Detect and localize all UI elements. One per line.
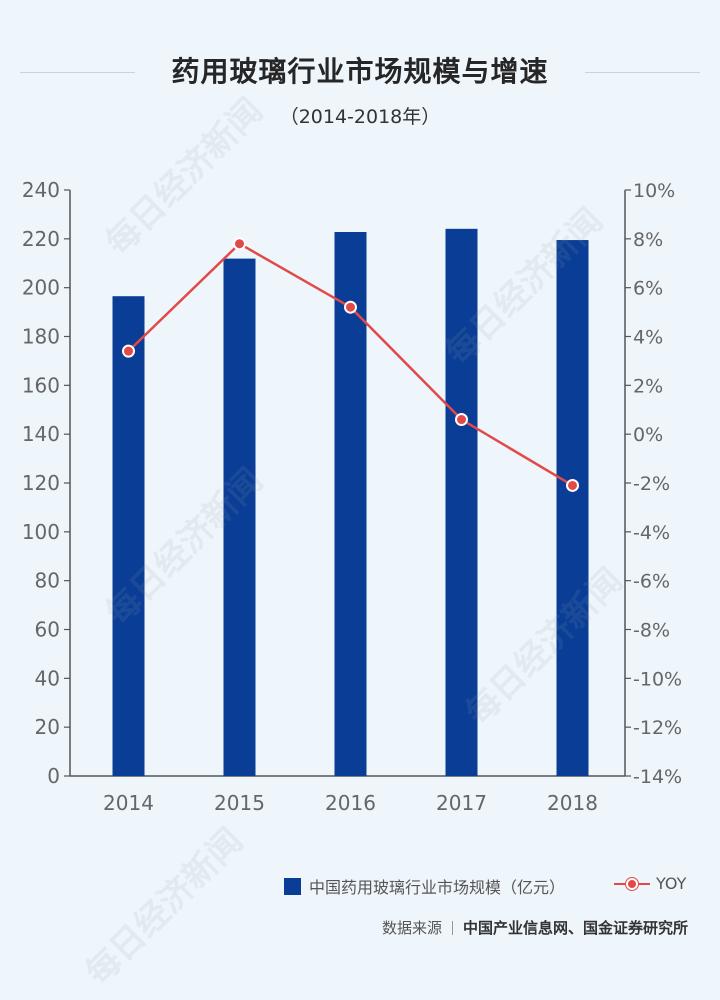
y-left-tick-label: 240 <box>22 178 60 202</box>
y-right-tick-label: 4% <box>633 327 663 349</box>
y-right-tick-label: 8% <box>633 229 663 251</box>
legend-line-label: YOY <box>656 874 687 893</box>
combo-chart: 0 20 40 60 80 100 120 140 160 180 200 220 240 -14% -12… <box>22 178 682 815</box>
x-tick-label: 2014 <box>103 791 154 815</box>
x-tick-label: 2016 <box>325 791 376 815</box>
bar-2017 <box>445 228 478 776</box>
y-right-tick-label: 2% <box>633 375 663 397</box>
y-right-tick-label: -2% <box>633 473 670 495</box>
y-right-tick-label: -6% <box>633 571 670 593</box>
y-left-tick-label: 20 <box>35 715 60 739</box>
watermark-text: 每日经济新闻 <box>78 820 251 994</box>
legend-item-line: YOY <box>614 874 686 893</box>
title-rule-right <box>585 72 700 73</box>
y-left-tick-label: 140 <box>22 422 60 446</box>
y-right-tick-label: -10% <box>633 668 682 690</box>
y-right-tick-label: 6% <box>633 278 663 300</box>
legend-item-bar: 中国药用玻璃行业市场规模（亿元） <box>284 874 565 898</box>
y-left-tick-label: 200 <box>22 276 60 300</box>
y-right-tick-label: 10% <box>633 180 675 202</box>
y-left-tick-label: 160 <box>22 373 60 397</box>
y-left-tick-label: 40 <box>35 666 60 690</box>
legend-bar-label: 中国药用玻璃行业市场规模（亿元） <box>309 878 566 897</box>
x-tick-label: 2017 <box>436 791 487 815</box>
yoy-point-2015 <box>233 237 246 251</box>
y-right-tick-label: -8% <box>633 620 670 642</box>
legend-line-swatch <box>614 875 650 892</box>
bar-2015 <box>223 258 256 776</box>
chart-subtitle: （2014-2018年） <box>279 106 441 128</box>
x-tick-label: 2015 <box>214 791 265 815</box>
bar-2014 <box>112 296 145 776</box>
y-left-tick-label: 120 <box>22 471 60 495</box>
y-right-tick-label: -4% <box>633 522 670 544</box>
yoy-point-2017 <box>455 413 468 427</box>
legend: 中国药用玻璃行业市场规模（亿元） YOY <box>0 870 720 898</box>
yoy-point-2018 <box>566 478 579 492</box>
y-left-tick-label: 100 <box>22 520 60 544</box>
source-note: 数据来源 中国产业信息网、国金证券研究所 <box>382 917 688 938</box>
title-rule-left <box>20 72 135 73</box>
source-label: 数据来源 <box>381 919 442 937</box>
yoy-point-2014 <box>122 344 135 358</box>
source-org: 中国产业信息网、国金证券研究所 <box>462 919 688 937</box>
y-left-tick-label: 0 <box>47 764 60 788</box>
y-left-tick-label: 220 <box>22 227 60 251</box>
y-right-tick-label: 0% <box>633 424 663 446</box>
bar-2016 <box>334 231 367 776</box>
y-left-tick-label: 80 <box>35 569 60 593</box>
x-tick-label: 2018 <box>547 791 598 815</box>
bar-2018 <box>556 240 589 776</box>
y-right-tick-label: -14% <box>633 766 682 788</box>
y-left-tick-label: 180 <box>22 325 60 349</box>
yoy-point-2016 <box>344 300 357 314</box>
legend-bar-swatch <box>284 877 301 895</box>
y-right-tick-label: -12% <box>633 717 682 739</box>
chart-title: 药用玻璃行业市场规模与增速 <box>171 55 549 88</box>
source-separator <box>451 920 453 935</box>
y-left-tick-label: 60 <box>35 618 60 642</box>
